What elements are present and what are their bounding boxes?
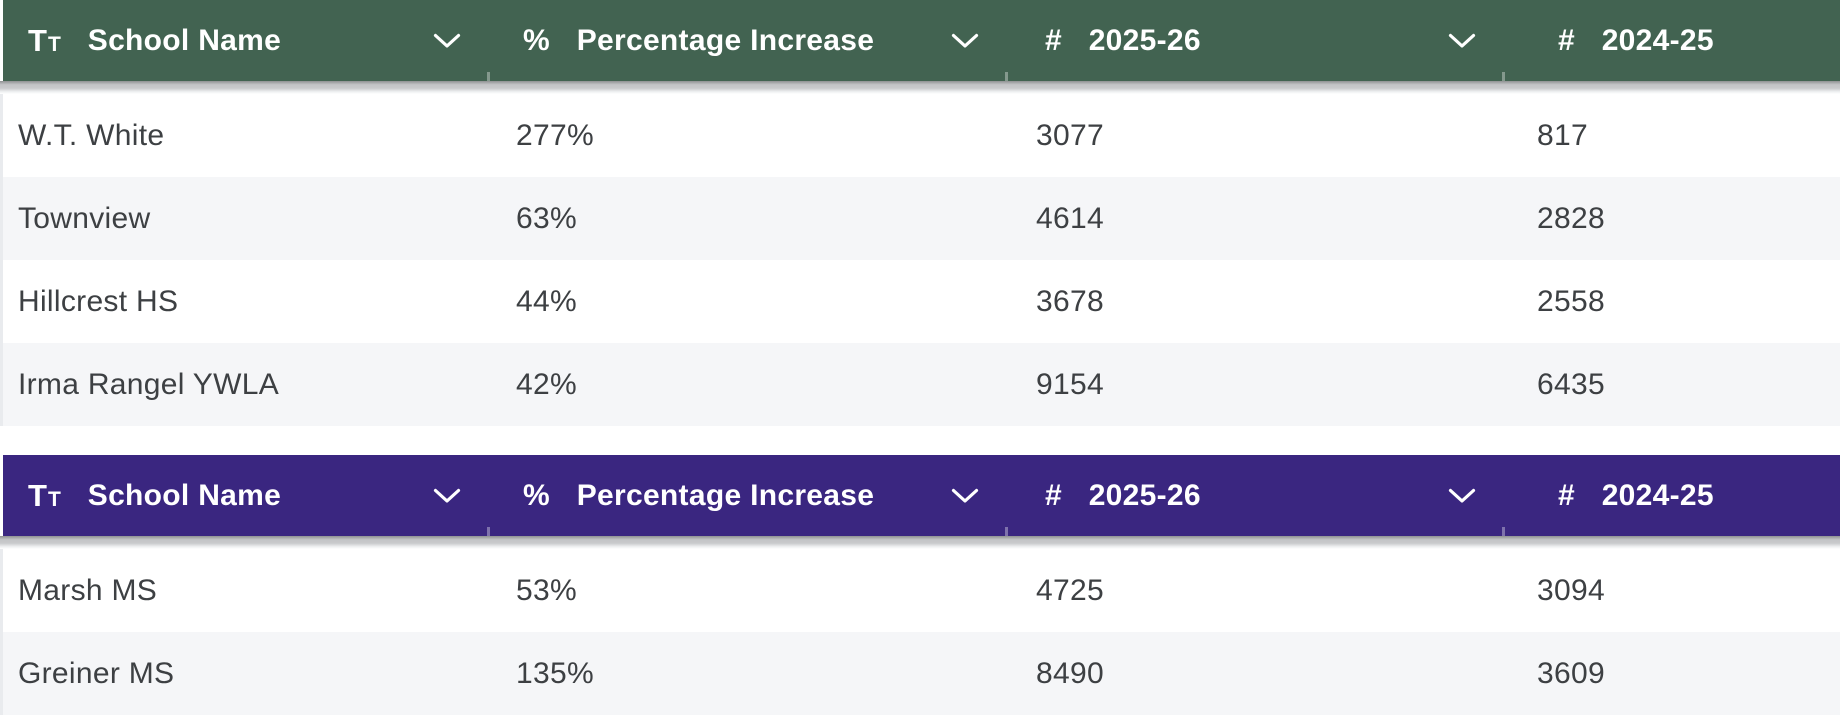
table-row: Irma Rangel YWLA 42% 9154 6435 <box>0 343 1840 426</box>
cell-percentage-increase: 63% <box>516 201 577 235</box>
header-shadow <box>0 536 1840 549</box>
column-divider <box>487 527 490 536</box>
cell-2025-26: 9154 <box>1036 367 1104 401</box>
sort-chevron-icon[interactable] <box>1447 487 1477 504</box>
header-shadow <box>0 81 1840 94</box>
cell-percentage-increase: 277% <box>516 118 594 152</box>
cell-school-name: W.T. White <box>18 118 165 152</box>
table-row: Marsh MS 53% 4725 3094 <box>0 549 1840 632</box>
number-icon: # <box>1045 478 1062 512</box>
cell-school-name: Marsh MS <box>18 573 158 607</box>
column-divider <box>1005 527 1008 536</box>
column-label: Percentage Increase <box>576 478 875 512</box>
sort-chevron-icon[interactable] <box>432 32 462 49</box>
cell-2024-25: 3609 <box>1537 656 1605 690</box>
cell-school-name: Hillcrest HS <box>18 284 179 318</box>
column-label: 2024-25 <box>1601 23 1714 57</box>
table1-header-2024-25[interactable]: # 2024-25 <box>1505 0 1840 81</box>
table-row: Townview 63% 4614 2828 <box>0 177 1840 260</box>
table-row: Greiner MS 135% 8490 3609 <box>0 632 1840 715</box>
text-field-icon-glyph-big: T <box>28 23 47 58</box>
number-icon: # <box>1558 23 1575 57</box>
table-spacer <box>0 426 1840 455</box>
cell-school-name: Greiner MS <box>18 656 175 690</box>
cell-percentage-increase: 135% <box>516 656 594 690</box>
column-divider <box>1005 72 1008 81</box>
number-icon: # <box>1558 478 1575 512</box>
column-label: 2024-25 <box>1601 478 1714 512</box>
table-row: Hillcrest HS 44% 3678 2558 <box>0 260 1840 343</box>
table2-header-percentage-increase[interactable]: % Percentage Increase <box>490 455 1008 536</box>
table1-header-percentage-increase[interactable]: % Percentage Increase <box>490 0 1008 81</box>
cell-2024-25: 2828 <box>1537 201 1605 235</box>
cell-percentage-increase: 44% <box>516 284 577 318</box>
cell-2024-25: 2558 <box>1537 284 1605 318</box>
table-row: W.T. White 277% 3077 817 <box>0 94 1840 177</box>
number-icon: # <box>1045 23 1062 57</box>
cell-school-name: Townview <box>18 201 151 235</box>
text-field-icon-glyph-big: T <box>28 478 47 513</box>
column-divider <box>487 72 490 81</box>
column-label: 2025-26 <box>1088 478 1201 512</box>
percent-icon: % <box>523 23 550 57</box>
cell-percentage-increase: 53% <box>516 573 577 607</box>
cell-percentage-increase: 42% <box>516 367 577 401</box>
table1-header-2025-26[interactable]: # 2025-26 <box>1008 0 1505 81</box>
cell-2025-26: 8490 <box>1036 656 1104 690</box>
cell-school-name: Irma Rangel YWLA <box>18 367 280 401</box>
column-divider <box>1502 72 1505 81</box>
cell-2025-26: 3678 <box>1036 284 1104 318</box>
table2-header-2024-25[interactable]: # 2024-25 <box>1505 455 1840 536</box>
sort-chevron-icon[interactable] <box>950 32 980 49</box>
text-field-icon-glyph-small: T <box>47 33 61 56</box>
cell-2024-25: 6435 <box>1537 367 1605 401</box>
cell-2025-26: 3077 <box>1036 118 1104 152</box>
column-divider <box>1502 527 1505 536</box>
text-field-icon-glyph-small: T <box>47 488 61 511</box>
column-label: School Name <box>87 478 282 512</box>
column-label: Percentage Increase <box>576 23 875 57</box>
cell-2024-25: 817 <box>1537 118 1588 152</box>
column-label: School Name <box>87 23 282 57</box>
table2-header-2025-26[interactable]: # 2025-26 <box>1008 455 1505 536</box>
column-label: 2025-26 <box>1088 23 1201 57</box>
percent-icon: % <box>523 478 550 512</box>
sort-chevron-icon[interactable] <box>1447 32 1477 49</box>
sort-chevron-icon[interactable] <box>432 487 462 504</box>
cell-2024-25: 3094 <box>1537 573 1605 607</box>
sort-chevron-icon[interactable] <box>950 487 980 504</box>
cell-2025-26: 4725 <box>1036 573 1104 607</box>
cell-2025-26: 4614 <box>1036 201 1104 235</box>
